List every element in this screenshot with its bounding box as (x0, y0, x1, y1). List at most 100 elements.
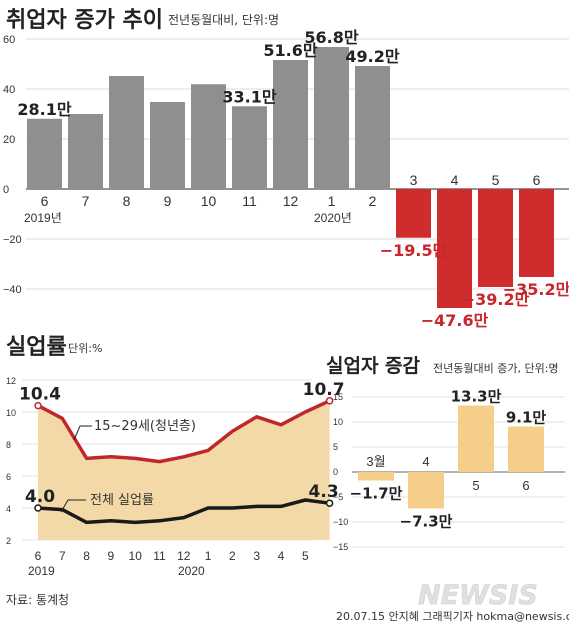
employment-bar (232, 106, 267, 189)
employment-bar (68, 114, 103, 189)
employment-y-tick: 0 (3, 184, 9, 196)
employment-bar (273, 60, 308, 189)
rate-year-2019: 2019 (28, 564, 55, 578)
rate-x-tick: 7 (59, 549, 66, 563)
rate-endpoint (325, 499, 334, 507)
change-data-labels: −1.7만 −7.3만 13.3만9.1만 (350, 388, 547, 531)
rate-chart-title: 실업률 (6, 335, 67, 360)
employment-y-tick: 40 (3, 84, 15, 96)
employment-data-label: 49.2만 (345, 47, 399, 66)
youth-unemployment-line (37, 399, 331, 464)
employment-bar (437, 189, 472, 308)
change-y-tick: −10 (333, 517, 348, 527)
employment-year-2020: 2020년 (314, 211, 352, 225)
change-data-label: 9.1만 (506, 409, 547, 427)
employment-year-2019: 2019년 (24, 211, 62, 225)
employment-data-label: 33.1만 (222, 87, 276, 106)
change-bar (508, 426, 544, 472)
rate-data-label: 10.4 (19, 385, 61, 405)
employment-category-label: 4 (451, 172, 459, 188)
rate-y-tick: 12 (6, 376, 16, 386)
total-series-label: 전체 실업률 (90, 493, 154, 508)
change-categories: 3월 4 5 6 (366, 454, 529, 493)
rate-year-2020: 2020 (178, 564, 205, 578)
total-unemployment-line (37, 498, 330, 525)
change-y-tick: −15 (333, 542, 348, 552)
employment-category-label: 10 (201, 193, 217, 209)
rate-x-tick: 6 (35, 549, 42, 563)
rate-endpoint (325, 397, 334, 405)
employment-bar (355, 66, 390, 189)
employment-bar (27, 118, 62, 189)
employment-data-label: −47.6만 (421, 311, 489, 330)
change-data-label: 13.3만 (451, 388, 502, 406)
employment-category-label: 11 (242, 193, 257, 209)
rate-x-tick: 10 (129, 549, 143, 563)
rate-x-tick: 1 (205, 549, 212, 563)
rate-y-ticks: 12 10 8 6 4 2 (6, 376, 16, 546)
change-y-tick: 10 (333, 417, 343, 427)
change-category-label: 4 (422, 454, 429, 469)
rate-x-tick: 5 (302, 549, 309, 563)
change-bar (408, 472, 444, 509)
rate-y-tick: 8 (6, 440, 11, 450)
employment-chart-subtitle: 전년동월대비, 단위:명 (168, 13, 279, 27)
rate-x-tick: 4 (278, 549, 285, 563)
employment-bar (191, 84, 226, 189)
employment-category-label: 8 (123, 193, 131, 209)
newsis-logo: NEWSIS (418, 580, 538, 611)
employment-chart: 취업자 증가 추이 전년동월대비, 단위:명 60 40 20 0 −20 −40 6 7 8… (3, 8, 569, 330)
employment-data-label: 56.8만 (304, 28, 358, 47)
change-bars (358, 405, 544, 509)
employment-y-tick: −40 (3, 284, 22, 296)
change-y-tick: −5 (333, 492, 343, 502)
rate-x-tick: 11 (153, 549, 166, 563)
employment-bar (478, 189, 513, 287)
rate-data-label: 4.0 (25, 487, 55, 507)
employment-categories: 6 7 8 9 10 11 12 1 23 4 5 6 (41, 172, 541, 209)
rate-y-tick: 6 (6, 472, 11, 482)
employment-bar (109, 76, 144, 189)
rate-chart-subtitle: 단위:% (68, 342, 102, 355)
employment-bar (396, 189, 431, 238)
change-y-tick: 15 (333, 392, 343, 402)
credit-text: 20.07.15 안지혜 그래픽기자 hokma@newsis.com (336, 610, 569, 623)
employment-category-label: 3 (410, 172, 418, 188)
employment-y-tick: −20 (3, 234, 22, 246)
employment-bar (314, 47, 349, 189)
employment-data-label: 51.6만 (263, 41, 317, 60)
change-bar (458, 405, 494, 472)
change-y-tick: 0 (333, 467, 338, 477)
employment-category-label: 6 (533, 172, 541, 188)
change-bar (358, 472, 394, 481)
rate-y-tick: 2 (6, 536, 11, 546)
youth-leader-line (73, 425, 92, 441)
unemployed-change-chart: 실업자 증감 전년동월대비 증가, 단위:명 15 10 5 0 −5 −10 −15 3월… (326, 355, 565, 552)
rate-endpoint (34, 504, 42, 512)
employment-category-label: 9 (164, 193, 172, 209)
rate-y-tick: 4 (6, 504, 11, 514)
youth-series-label: 15~29세(청년층) (94, 419, 196, 434)
rate-x-tick: 8 (83, 549, 90, 563)
change-category-label: 6 (522, 478, 529, 493)
source-text: 자료: 통계청 (6, 593, 69, 607)
rate-data-label: 10.7 (303, 380, 345, 400)
employment-bar (150, 102, 185, 189)
rate-y-tick: 10 (6, 408, 16, 418)
rate-x-ticks: 6 7 8 9 10 11 12 1 2 3 4 5 (35, 549, 309, 563)
employment-category-label: 12 (283, 193, 299, 209)
employment-bars (27, 47, 554, 308)
change-data-label: −1.7만 (350, 485, 403, 503)
rate-x-tick: 2 (229, 549, 236, 563)
employment-category-label: 1 (328, 193, 336, 209)
employment-chart-title: 취업자 증가 추이 (6, 8, 163, 33)
employment-data-label: −39.2만 (462, 290, 530, 309)
employment-bar (519, 189, 554, 277)
employment-data-label: 28.1만 (17, 100, 71, 119)
change-chart-title: 실업자 증감 (326, 355, 421, 377)
change-category-label: 5 (472, 478, 479, 493)
rate-data-labels: 10.4 10.7 4.0 4.3 (19, 380, 345, 507)
employment-y-tick: 60 (3, 34, 15, 46)
